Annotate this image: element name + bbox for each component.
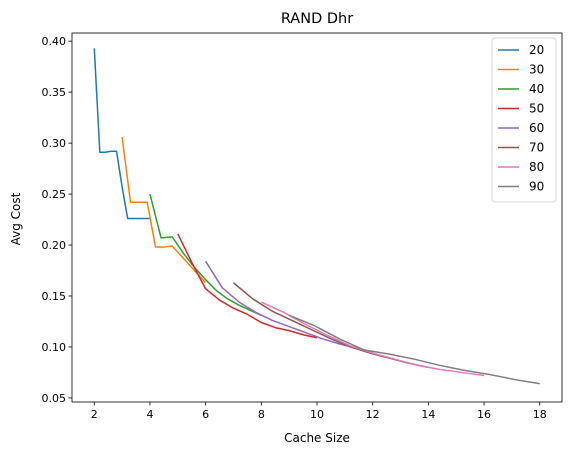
x-tick-label: 4 — [146, 408, 153, 421]
x-tick-label: 14 — [421, 408, 435, 421]
y-tick-label: 0.40 — [42, 35, 67, 48]
legend-label-80: 80 — [529, 160, 544, 174]
x-tick-label: 6 — [202, 408, 209, 421]
x-tick-label: 16 — [477, 408, 491, 421]
series-line-70 — [232, 282, 429, 369]
y-tick-label: 0.30 — [42, 137, 67, 150]
axes-frame — [71, 32, 563, 403]
legend-label-30: 30 — [529, 63, 544, 77]
series-line-20 — [93, 48, 150, 220]
y-tick-label: 0.25 — [42, 188, 67, 201]
legend-label-40: 40 — [529, 82, 544, 96]
x-tick-label: 10 — [310, 408, 324, 421]
y-tick-label: 0.20 — [42, 239, 67, 252]
y-tick-label: 0.15 — [42, 290, 67, 303]
legend: 20 30 40 50 60 70 80 90 — [491, 37, 557, 203]
x-tick-label: 12 — [366, 408, 380, 421]
series-line-90 — [288, 314, 540, 385]
x-tick-label: 18 — [533, 408, 547, 421]
legend-label-50: 50 — [529, 102, 544, 116]
legend-label-20: 20 — [529, 43, 544, 57]
y-tick-label: 0.35 — [42, 86, 67, 99]
legend-label-70: 70 — [529, 141, 544, 155]
y-tick-label: 0.10 — [42, 341, 67, 354]
y-axis-label: Avg Cost — [9, 192, 23, 245]
series-line-80 — [261, 301, 485, 377]
legend-label-90: 90 — [529, 180, 544, 194]
legend-label-60: 60 — [529, 121, 544, 135]
plot-area: 2 4 6 8 10 12 14 16 18 0.05 0.10 0.15 0.20 0.25 0.30 0.… — [42, 32, 563, 421]
series-line-50 — [177, 233, 318, 339]
legend-box — [491, 37, 557, 203]
x-tick-label: 8 — [258, 408, 265, 421]
series-line-40 — [149, 193, 262, 317]
series-line-30 — [121, 136, 207, 284]
x-axis-label: Cache Size — [284, 431, 350, 445]
chart-title: RAND Dhr — [281, 11, 353, 27]
y-tick-label: 0.05 — [42, 392, 67, 405]
x-tick-label: 2 — [91, 408, 98, 421]
